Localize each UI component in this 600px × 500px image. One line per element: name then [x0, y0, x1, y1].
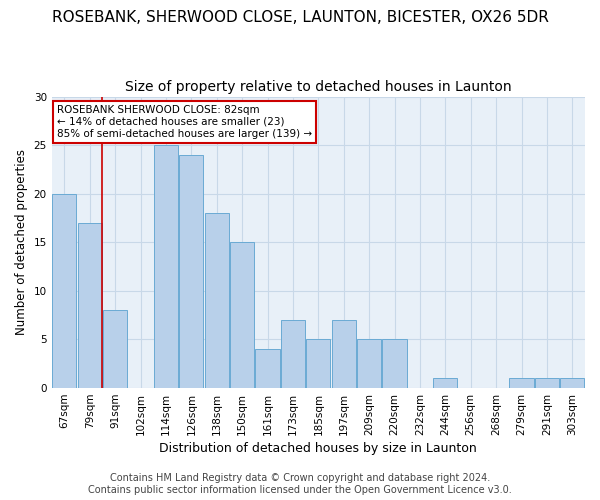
Text: ROSEBANK, SHERWOOD CLOSE, LAUNTON, BICESTER, OX26 5DR: ROSEBANK, SHERWOOD CLOSE, LAUNTON, BICES… [52, 10, 548, 25]
Bar [230, 242, 254, 388]
Bar [154, 145, 178, 388]
Text: ROSEBANK SHERWOOD CLOSE: 82sqm
← 14% of detached houses are smaller (23)
85% of : ROSEBANK SHERWOOD CLOSE: 82sqm ← 14% of … [57, 106, 312, 138]
Text: Contains HM Land Registry data © Crown copyright and database right 2024.
Contai: Contains HM Land Registry data © Crown c… [88, 474, 512, 495]
Bar [179, 155, 203, 388]
Y-axis label: Number of detached properties: Number of detached properties [15, 150, 28, 336]
Bar [535, 378, 559, 388]
Bar [205, 213, 229, 388]
Title: Size of property relative to detached houses in Launton: Size of property relative to detached ho… [125, 80, 512, 94]
Bar [509, 378, 533, 388]
Bar [103, 310, 127, 388]
Bar [560, 378, 584, 388]
Bar [77, 223, 102, 388]
Bar [433, 378, 457, 388]
Bar [357, 340, 381, 388]
Bar [52, 194, 76, 388]
Bar [306, 340, 331, 388]
Bar [281, 320, 305, 388]
X-axis label: Distribution of detached houses by size in Launton: Distribution of detached houses by size … [160, 442, 477, 455]
Bar [256, 349, 280, 388]
Bar [382, 340, 407, 388]
Bar [332, 320, 356, 388]
